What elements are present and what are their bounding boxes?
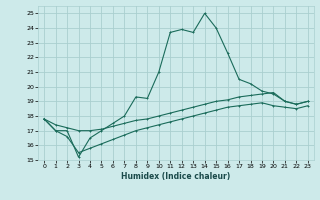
X-axis label: Humidex (Indice chaleur): Humidex (Indice chaleur)	[121, 172, 231, 181]
